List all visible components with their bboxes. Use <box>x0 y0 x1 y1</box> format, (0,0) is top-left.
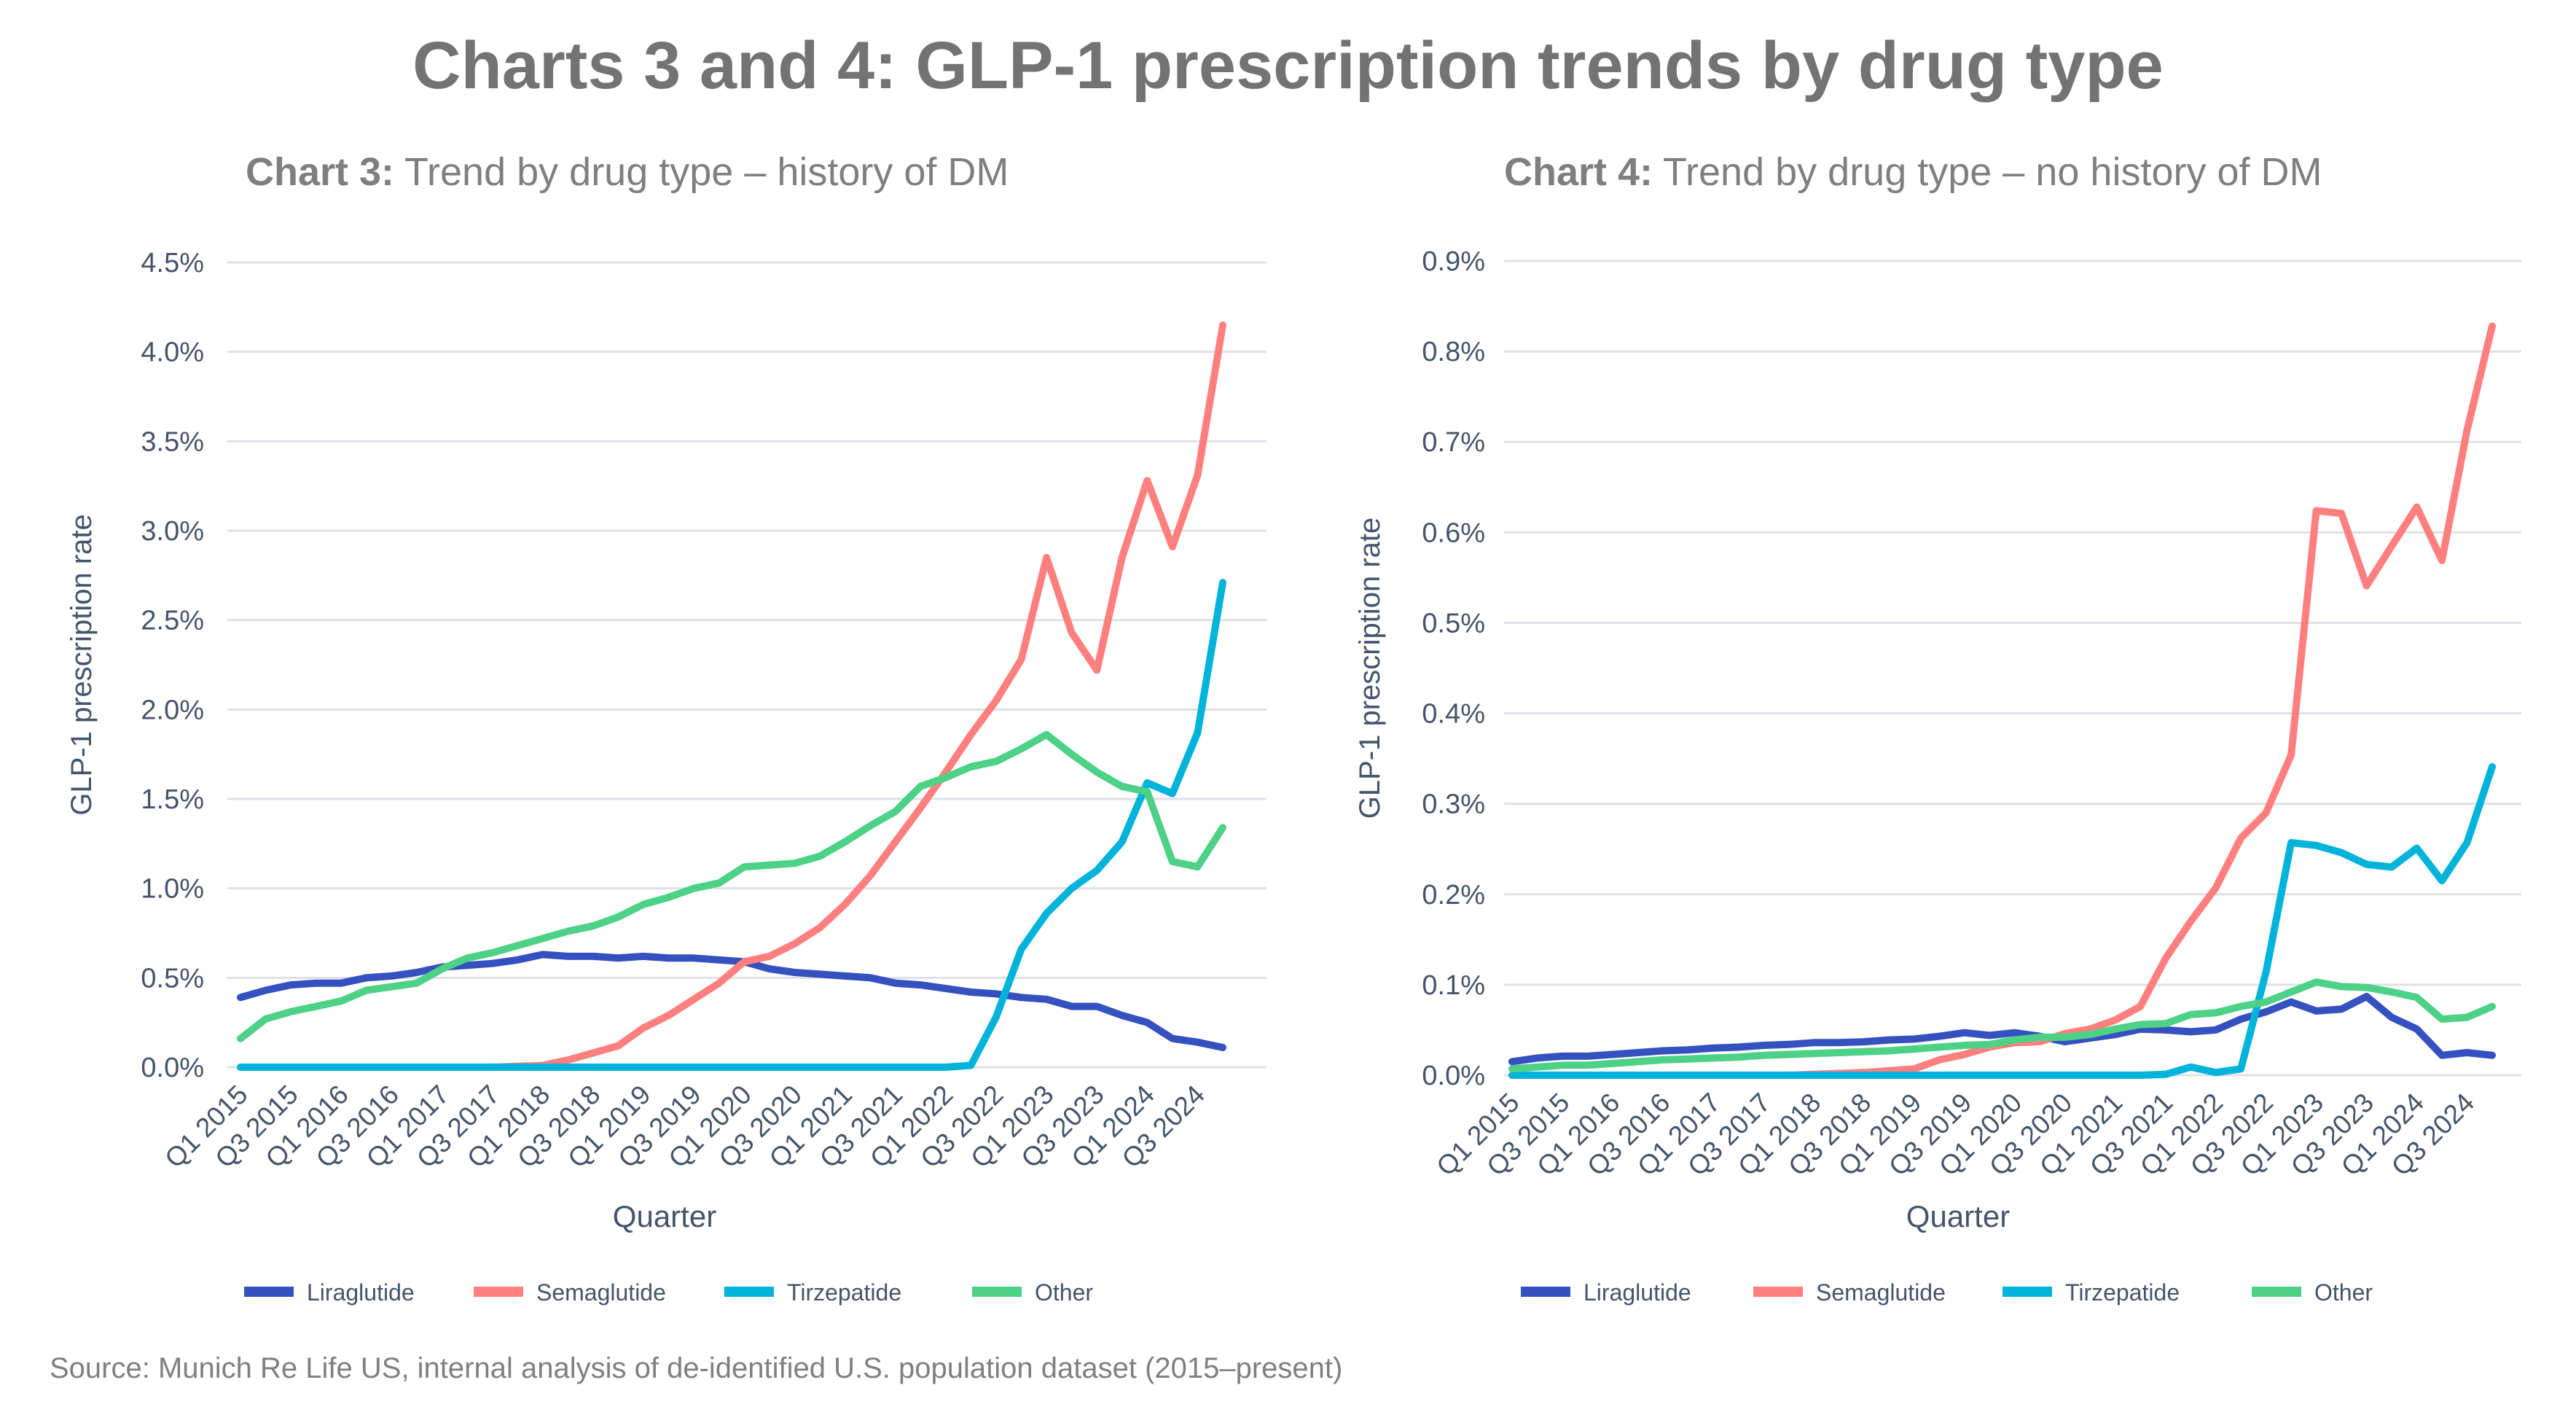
legend-label-semaglutide: Semaglutide <box>1816 1279 1946 1306</box>
legend-swatch-semaglutide <box>474 1287 523 1297</box>
legend-swatch-tirzepatide <box>2003 1287 2052 1297</box>
legend-swatch-other <box>972 1287 1022 1297</box>
x-axis-title: Quarter <box>613 1199 716 1233</box>
y-tick-label: 4.0% <box>141 338 204 368</box>
y-tick-label: 3.5% <box>141 426 204 457</box>
y-tick-label: 0.7% <box>1422 427 1485 458</box>
legend-label-tirzepatide: Tirzepatide <box>2065 1279 2180 1306</box>
series-line-semaglutide <box>237 321 1226 1071</box>
x-axis-title: Quarter <box>1906 1199 2010 1233</box>
series-line-other <box>1508 978 2496 1073</box>
chart-3-title-bold: Chart 3: <box>246 150 395 194</box>
legend-swatch-liraglutide <box>1521 1287 1570 1297</box>
legend-swatch-liraglutide <box>244 1287 294 1297</box>
legend-swatch-semaglutide <box>1753 1287 1803 1297</box>
legend-label-tirzepatide: Tirzepatide <box>787 1279 901 1306</box>
chart-4-title-bold: Chart 4: <box>1504 150 1653 194</box>
chart-3-title: Chart 3: Trend by drug type – history of… <box>246 149 1009 195</box>
legend-label-liraglutide: Liraglutide <box>1583 1279 1691 1306</box>
y-tick-label: 2.0% <box>141 695 204 725</box>
legend-label-liraglutide: Liraglutide <box>307 1279 415 1306</box>
series-line-semaglutide <box>1508 322 2496 1079</box>
y-tick-label: 0.0% <box>141 1053 204 1083</box>
legend-swatch-other <box>2252 1287 2301 1297</box>
chart-3-title-rest: Trend by drug type – history of DM <box>394 150 1009 194</box>
legend-label-semaglutide: Semaglutide <box>536 1279 666 1306</box>
legend-swatch-tirzepatide <box>724 1287 774 1297</box>
y-tick-label: 0.5% <box>1422 608 1485 639</box>
source-note: Source: Munich Re Life US, internal anal… <box>50 1352 1343 1384</box>
series-line-tirzepatide <box>1508 762 2496 1079</box>
y-tick-label: 0.2% <box>1422 880 1485 910</box>
y-tick-label: 0.9% <box>1422 246 1485 277</box>
y-tick-label: 1.5% <box>141 784 204 815</box>
page-title: Charts 3 and 4: GLP-1 prescription trend… <box>412 28 2164 103</box>
y-tick-label: 3.0% <box>141 516 204 547</box>
y-tick-label: 2.5% <box>141 606 204 636</box>
legend-label-other: Other <box>1035 1279 1093 1306</box>
y-tick-label: 4.5% <box>141 248 204 278</box>
series-line-other <box>237 730 1226 1042</box>
y-tick-label: 0.3% <box>1422 789 1485 820</box>
series-line-tirzepatide <box>237 579 1226 1071</box>
series-line-liraglutide <box>1508 993 2496 1066</box>
y-axis-title: GLP-1 prescription rate <box>1354 518 1386 819</box>
y-tick-label: 0.4% <box>1422 699 1485 730</box>
chart-4-title: Chart 4: Trend by drug type – no history… <box>1504 149 2322 195</box>
legend-label-other: Other <box>2314 1279 2373 1306</box>
y-tick-label: 0.1% <box>1422 970 1485 1001</box>
y-tick-label: 0.6% <box>1422 518 1485 548</box>
chart-4: 0.0% 0.1% 0.2% 0.3% 0.4% 0.5% 0.6% 0.7% 0.8% 0.9%… <box>1354 246 2521 1306</box>
y-tick-label: 1.0% <box>141 874 204 905</box>
y-tick-label: 0.8% <box>1422 337 1485 367</box>
y-tick-label: 0.5% <box>141 963 204 994</box>
series-line-liraglutide <box>237 951 1226 1051</box>
chart-3: 0.0% 0.5% 1.0% 1.5% 2.0% 2.5% 3.0% 3.5% 4.0% 4.5%… <box>66 248 1267 1306</box>
y-tick-label: 0.0% <box>1422 1061 1485 1091</box>
y-axis-title: GLP-1 prescription rate <box>66 514 98 816</box>
chart-4-title-rest: Trend by drug type – no history of DM <box>1653 150 2322 194</box>
